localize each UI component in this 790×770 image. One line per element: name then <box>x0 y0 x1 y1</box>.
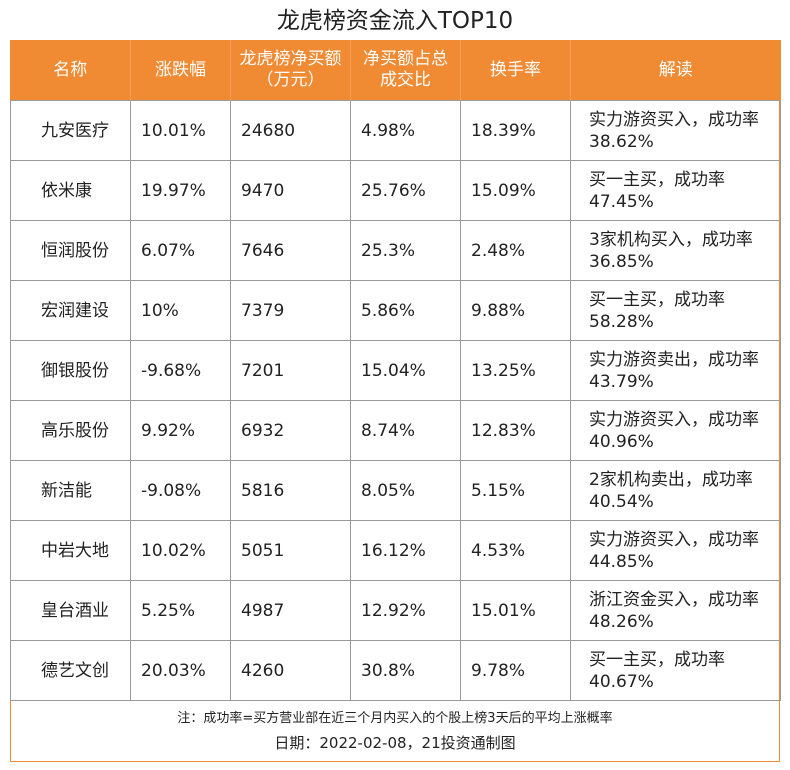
cell-change: -9.68% <box>130 340 231 401</box>
cell-change: 10.01% <box>130 100 231 161</box>
cell-change: 9.92% <box>130 400 231 461</box>
cell-name: 皇台酒业 <box>10 580 131 641</box>
cell-name: 恒润股份 <box>10 220 131 281</box>
cell-change: -9.08% <box>130 460 231 521</box>
table-row: 皇台酒业 5.25% 4987 12.92% 15.01% 浙江资金买入，成功率48.26… <box>10 580 781 641</box>
cell-interpretation: 2家机构卖出，成功率40.54% <box>570 460 781 521</box>
header-ratio: 净买额占总成交比 <box>350 40 461 101</box>
cell-ratio: 8.05% <box>350 460 461 521</box>
cell-change: 10% <box>130 280 231 341</box>
cell-interpretation: 买一主买，成功率47.45% <box>570 160 781 221</box>
header-turnover: 换手率 <box>460 40 571 101</box>
cell-turnover: 15.01% <box>460 580 571 641</box>
cell-turnover: 12.83% <box>460 400 571 461</box>
table-row: 恒润股份 6.07% 7646 25.3% 2.48% 3家机构买入，成功率36.85% <box>10 220 781 281</box>
table-row: 御银股份 -9.68% 7201 15.04% 13.25% 实力游资卖出，成功率43.7… <box>10 340 781 401</box>
cell-interpretation: 买一主买，成功率58.28% <box>570 280 781 341</box>
table-row: 新洁能 -9.08% 5816 8.05% 5.15% 2家机构卖出，成功率40.54% <box>10 460 781 521</box>
cell-net-buy: 7646 <box>230 220 351 281</box>
cell-net-buy: 7201 <box>230 340 351 401</box>
cell-turnover: 2.48% <box>460 220 571 281</box>
cell-ratio: 8.74% <box>350 400 461 461</box>
cell-change: 20.03% <box>130 640 231 701</box>
header-interpretation: 解读 <box>570 40 781 101</box>
cell-change: 6.07% <box>130 220 231 281</box>
cell-name: 新洁能 <box>10 460 131 521</box>
date-credit: 日期：2022-02-08，21投资通制图 <box>274 734 516 752</box>
table-header-row: 名称 涨跌幅 龙虎榜净买额（万元） 净买额占总成交比 换手率 解读 <box>10 40 781 101</box>
table-row: 高乐股份 9.92% 6932 8.74% 12.83% 实力游资买入，成功率40.96% <box>10 400 781 461</box>
cell-net-buy: 5816 <box>230 460 351 521</box>
cell-ratio: 15.04% <box>350 340 461 401</box>
cell-turnover: 9.88% <box>460 280 571 341</box>
cell-interpretation: 实力游资卖出，成功率43.79% <box>570 340 781 401</box>
cell-turnover: 13.25% <box>460 340 571 401</box>
cell-ratio: 25.3% <box>350 220 461 281</box>
cell-net-buy: 7379 <box>230 280 351 341</box>
cell-interpretation: 实力游资买入，成功率38.62% <box>570 100 781 161</box>
cell-net-buy: 24680 <box>230 100 351 161</box>
cell-interpretation: 3家机构买入，成功率36.85% <box>570 220 781 281</box>
cell-turnover: 15.09% <box>460 160 571 221</box>
table-row: 中岩大地 10.02% 5051 16.12% 4.53% 实力游资买入，成功率44.85… <box>10 520 781 581</box>
cell-net-buy: 6932 <box>230 400 351 461</box>
cell-interpretation: 实力游资买入，成功率40.96% <box>570 400 781 461</box>
cell-turnover: 5.15% <box>460 460 571 521</box>
cell-interpretation: 浙江资金买入，成功率48.26% <box>570 580 781 641</box>
cell-net-buy: 4260 <box>230 640 351 701</box>
cell-change: 5.25% <box>130 580 231 641</box>
cell-ratio: 30.8% <box>350 640 461 701</box>
cell-turnover: 18.39% <box>460 100 571 161</box>
cell-turnover: 9.78% <box>460 640 571 701</box>
cell-name: 御银股份 <box>10 340 131 401</box>
fund-inflow-table: 名称 涨跌幅 龙虎榜净买额（万元） 净买额占总成交比 换手率 解读 九安医疗 10… <box>10 40 781 701</box>
footnote: 注：成功率=买方营业部在近三个月内买入的个股上榜3天后的平均上涨概率 <box>177 711 613 726</box>
cell-ratio: 25.76% <box>350 160 461 221</box>
cell-name: 德艺文创 <box>10 640 131 701</box>
cell-name: 依米康 <box>10 160 131 221</box>
cell-name: 九安医疗 <box>10 100 131 161</box>
cell-ratio: 5.86% <box>350 280 461 341</box>
cell-net-buy: 4987 <box>230 580 351 641</box>
cell-net-buy: 5051 <box>230 520 351 581</box>
table-row: 德艺文创 20.03% 4260 30.8% 9.78% 买一主买，成功率40.67% <box>10 640 781 701</box>
table-row: 宏润建设 10% 7379 5.86% 9.88% 买一主买，成功率58.28% <box>10 280 781 341</box>
cell-name: 高乐股份 <box>10 400 131 461</box>
header-change: 涨跌幅 <box>130 40 231 101</box>
cell-interpretation: 买一主买，成功率40.67% <box>570 640 781 701</box>
cell-change: 19.97% <box>130 160 231 221</box>
table-row: 依米康 19.97% 9470 25.76% 15.09% 买一主买，成功率47.45% <box>10 160 781 221</box>
cell-ratio: 16.12% <box>350 520 461 581</box>
table-row: 九安医疗 10.01% 24680 4.98% 18.39% 实力游资买入，成功率38.6… <box>10 100 781 161</box>
cell-ratio: 12.92% <box>350 580 461 641</box>
header-name: 名称 <box>10 40 131 101</box>
cell-name: 宏润建设 <box>10 280 131 341</box>
header-net-buy: 龙虎榜净买额（万元） <box>230 40 351 101</box>
cell-turnover: 4.53% <box>460 520 571 581</box>
cell-change: 10.02% <box>130 520 231 581</box>
cell-net-buy: 9470 <box>230 160 351 221</box>
cell-interpretation: 实力游资买入，成功率44.85% <box>570 520 781 581</box>
cell-name: 中岩大地 <box>10 520 131 581</box>
cell-ratio: 4.98% <box>350 100 461 161</box>
page-title: 龙虎榜资金流入TOP10 <box>276 8 514 34</box>
